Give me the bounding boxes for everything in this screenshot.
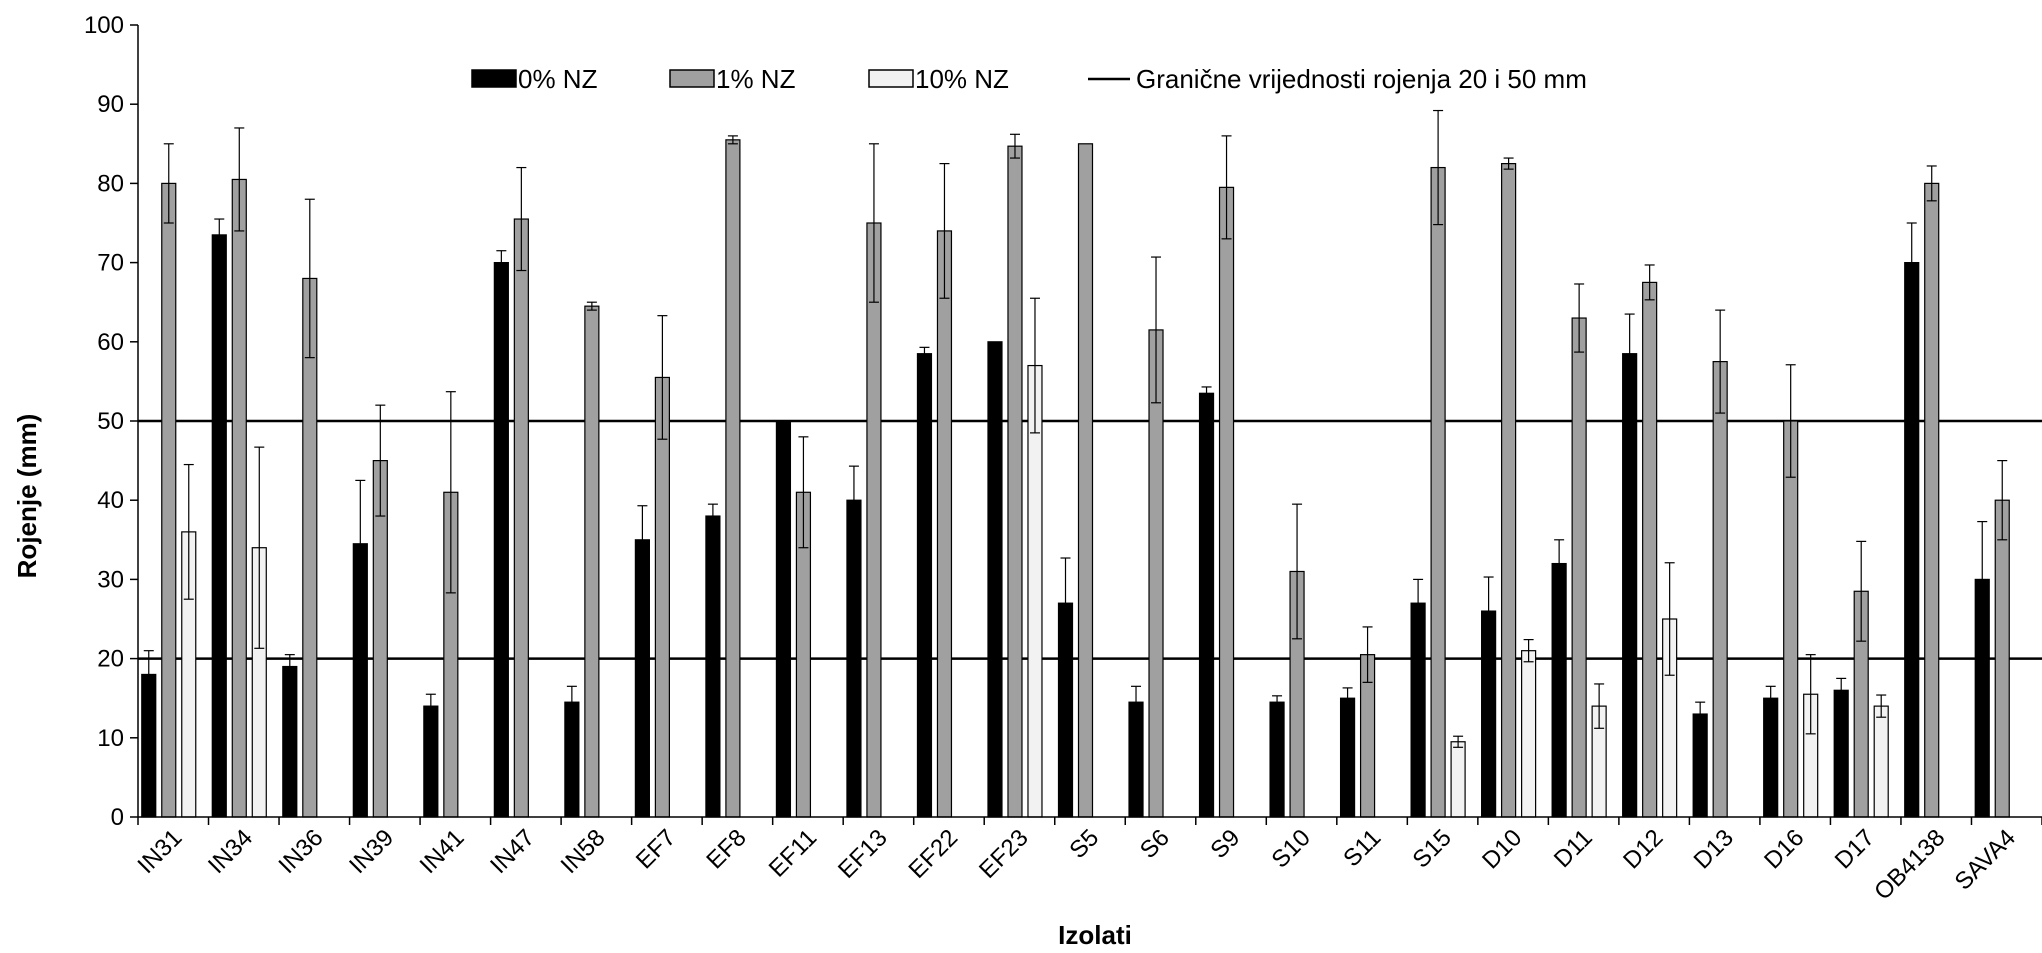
y-tick-label-20: 20 — [97, 646, 124, 673]
y-tick-label-90: 90 — [97, 91, 124, 118]
bar-SAVA4-series-1 — [1994, 499, 2010, 818]
bar-D13-series-1 — [1712, 361, 1728, 818]
bar-S15-series-1 — [1430, 166, 1446, 818]
bar-EF13-series-1 — [866, 222, 882, 818]
x-axis-title: Izolati — [1058, 920, 1132, 950]
bar-IN34-series-0 — [211, 234, 227, 818]
bar-D11-series-0 — [1551, 562, 1567, 818]
y-axis-ticks: 0 10 20 30 40 50 60 70 80 90 100 — [84, 12, 138, 831]
bar-EF8-series-1 — [725, 139, 741, 818]
bar-EF23-series-0 — [987, 341, 1003, 818]
y-tick-label-80: 80 — [97, 170, 124, 197]
bar-IN41-series-0 — [423, 705, 439, 818]
legend-swatch-1pct — [669, 69, 715, 88]
bars — [141, 139, 2010, 818]
y-tick-label-0: 0 — [111, 804, 124, 831]
bar-D11-series-1 — [1571, 317, 1587, 818]
legend-label-1pct: 1% NZ — [716, 64, 796, 94]
legend-label-10pct: 10% NZ — [915, 64, 1009, 94]
bar-S10-series-0 — [1269, 701, 1285, 818]
bar-S5-series-1 — [1077, 143, 1094, 818]
legend-swatch-0pct — [471, 69, 517, 88]
bar-IN31-series-1 — [161, 182, 177, 818]
bar-D12-series-0 — [1622, 353, 1638, 818]
y-tick-label-70: 70 — [97, 250, 124, 277]
bar-IN36-series-0 — [282, 665, 298, 818]
bar-IN47-series-1 — [513, 218, 529, 818]
bar-S11-series-0 — [1339, 697, 1356, 818]
y-axis-title: Rojenje (mm) — [12, 414, 42, 579]
bar-IN47-series-0 — [493, 262, 509, 818]
bar-EF22-series-1 — [936, 230, 953, 818]
bar-S9-series-1 — [1218, 186, 1235, 818]
bar-EF23-series-1 — [1007, 145, 1023, 818]
bar-D16-series-1 — [1783, 420, 1799, 818]
bar-OB4138-series-1 — [1924, 182, 1940, 818]
y-tick-label-50: 50 — [97, 408, 124, 435]
bar-EF7-series-0 — [634, 539, 650, 818]
bar-S9-series-0 — [1198, 392, 1215, 818]
bar-EF22-series-0 — [916, 353, 933, 818]
bar-D16-series-0 — [1763, 697, 1779, 818]
legend-label-reference-line: Granične vrijednosti rojenja 20 i 50 mm — [1136, 64, 1587, 94]
bar-S6-series-0 — [1128, 701, 1144, 818]
bar-IN34-series-1 — [231, 178, 247, 818]
bar-EF11-series-0 — [775, 420, 792, 818]
legend-swatch-10pct — [868, 69, 914, 88]
bar-D17-series-0 — [1833, 689, 1849, 818]
y-tick-label-10: 10 — [97, 725, 124, 752]
bar-IN58-series-1 — [584, 305, 600, 818]
y-tick-label-30: 30 — [97, 566, 124, 593]
legend-label-0pct: 0% NZ — [518, 64, 598, 94]
y-tick-label-40: 40 — [97, 487, 124, 514]
bar-OB4138-series-0 — [1904, 262, 1920, 818]
y-tick-label-100: 100 — [84, 12, 124, 39]
error-bars — [143, 109, 2008, 748]
bar-D13-series-0 — [1692, 713, 1708, 818]
legend: 0% NZ 1% NZ 10% NZ Granične vrijednosti … — [471, 64, 1587, 94]
bar-EF7-series-1 — [654, 376, 670, 818]
bar-IN36-series-1 — [302, 277, 318, 818]
bar-EF8-series-0 — [705, 515, 721, 818]
bar-D10-series-2 — [1521, 650, 1537, 818]
bar-S15-series-0 — [1410, 602, 1426, 818]
bar-D17-series-2 — [1873, 705, 1889, 818]
bar-D10-series-1 — [1501, 163, 1517, 818]
y-tick-label-60: 60 — [97, 329, 124, 356]
bar-D12-series-1 — [1642, 281, 1658, 818]
bar-EF13-series-0 — [846, 499, 862, 818]
bar-IN58-series-0 — [564, 701, 580, 818]
bar-S15-series-2 — [1450, 741, 1466, 818]
